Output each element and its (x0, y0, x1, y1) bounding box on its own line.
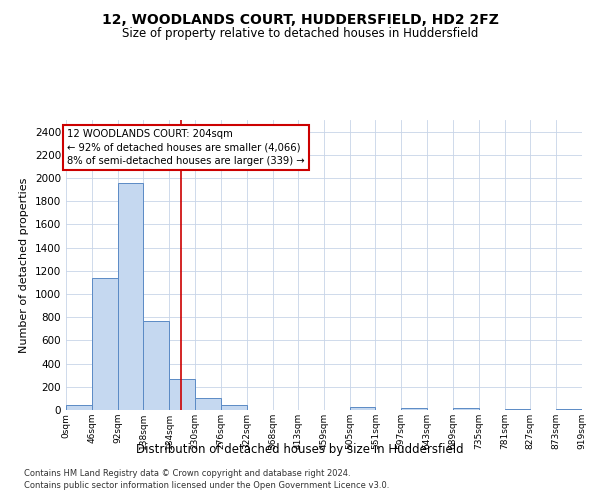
Bar (556, 409, 582, 410)
Bar (505, 409, 530, 410)
Bar (143, 320, 169, 410)
Bar (221, 405, 247, 410)
Text: Size of property relative to detached houses in Huddersfield: Size of property relative to detached ho… (122, 28, 478, 40)
Text: Contains HM Land Registry data © Crown copyright and database right 2024.: Contains HM Land Registry data © Crown c… (24, 468, 350, 477)
Text: 12 WOODLANDS COURT: 204sqm
← 92% of detached houses are smaller (4,066)
8% of se: 12 WOODLANDS COURT: 204sqm ← 92% of deta… (67, 130, 305, 166)
Bar (66, 406, 92, 410)
Bar (118, 182, 143, 410)
Bar (169, 378, 195, 410)
Bar (453, 408, 479, 410)
Text: 12, WOODLANDS COURT, HUDDERSFIELD, HD2 2FZ: 12, WOODLANDS COURT, HUDDERSFIELD, HD2 2… (101, 12, 499, 26)
Text: Contains public sector information licensed under the Open Government Licence v3: Contains public sector information licen… (24, 481, 389, 490)
Bar (401, 408, 427, 410)
Y-axis label: Number of detached properties: Number of detached properties (19, 178, 29, 352)
Bar (195, 398, 221, 410)
Bar (92, 278, 118, 410)
Bar (350, 406, 376, 410)
Text: Distribution of detached houses by size in Huddersfield: Distribution of detached houses by size … (136, 442, 464, 456)
